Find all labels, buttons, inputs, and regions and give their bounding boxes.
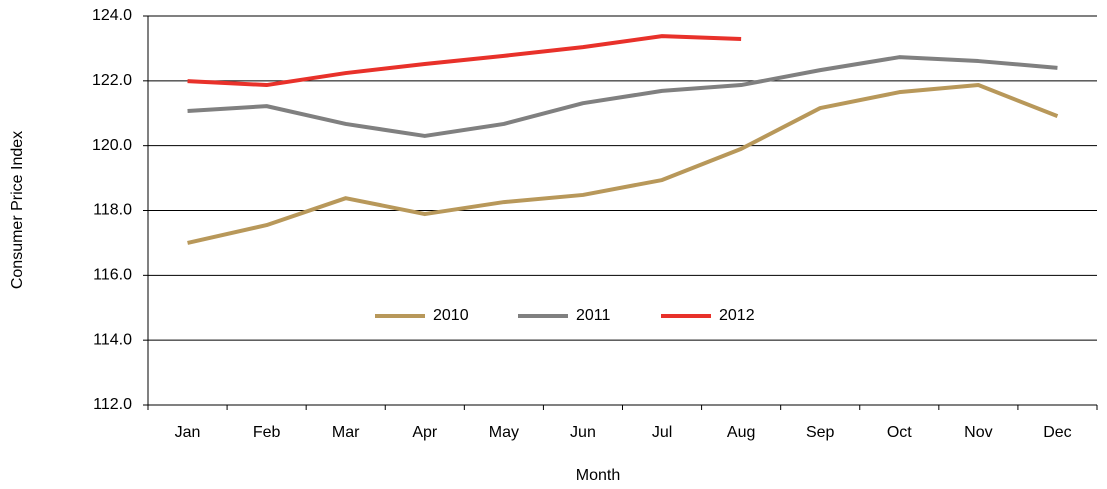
y-axis-label: Consumer Price Index: [9, 131, 26, 289]
legend-label: 2012: [719, 307, 755, 324]
y-tick-label: 118.0: [93, 202, 132, 219]
series-line: [187, 34, 742, 88]
series-line: [187, 83, 1059, 245]
y-tick-label: 116.0: [93, 267, 132, 284]
x-tick-label: Jul: [652, 424, 672, 441]
y-tick-label: 112.0: [93, 396, 132, 413]
x-tick-label: May: [489, 424, 519, 441]
series-line: [187, 55, 1058, 138]
y-tick-label: 124.0: [92, 7, 132, 24]
y-tick-label: 114.0: [93, 331, 132, 348]
legend-label: 2011: [576, 307, 611, 324]
x-tick-label: Dec: [1043, 424, 1071, 441]
x-tick-label: Aug: [727, 424, 755, 441]
x-tick-label: Apr: [412, 424, 438, 441]
x-tick-label: Jan: [175, 424, 201, 441]
x-tick-label: Oct: [887, 424, 912, 441]
x-tick-label: Mar: [332, 424, 360, 441]
legend-label: 2010: [433, 307, 469, 324]
y-tick-label: 120.0: [92, 137, 132, 154]
x-tick-label: Sep: [806, 424, 835, 441]
x-tick-label: Nov: [964, 424, 992, 441]
x-axis-label: Month: [576, 467, 620, 484]
x-tick-label: Feb: [253, 424, 281, 441]
y-tick-label: 122.0: [92, 72, 132, 89]
x-tick-label: Jun: [570, 424, 596, 441]
